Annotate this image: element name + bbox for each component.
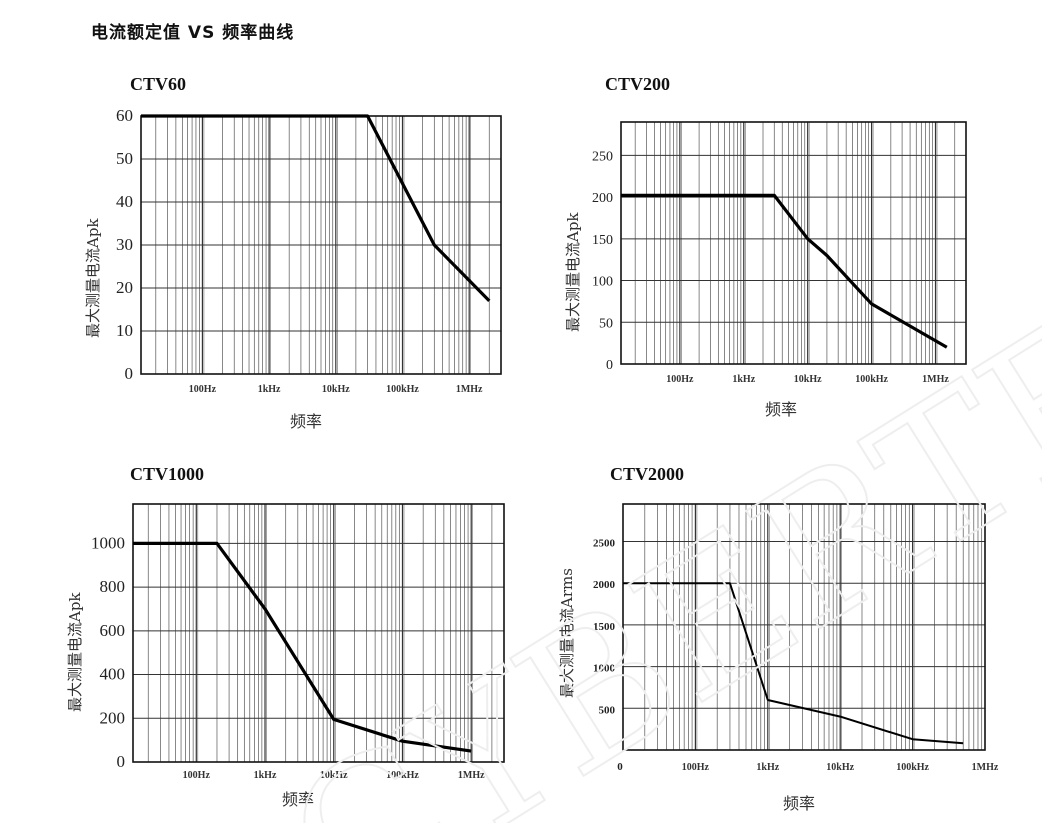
x-tick-label: 100kHz [386, 770, 419, 781]
y-tick-label: 40 [116, 192, 133, 211]
series-line [621, 193, 948, 349]
x-tick-label: 100kHz [896, 762, 929, 773]
grid [133, 504, 504, 762]
plot-frame [622, 503, 986, 751]
x-tick-label: 100kHz [386, 384, 419, 395]
page-title: 电流额定值 VS 频率曲线 [91, 23, 295, 43]
chart-title: CTV2000 [610, 464, 685, 484]
x-tick-label: 1MHz [458, 770, 485, 781]
x-tick-label: 1MHz [922, 374, 949, 385]
chart-ctv200: CTV200 最大测量电流Apk 0 50 100 150 200 250 100Hz 1kH… [550, 70, 990, 430]
x-tick-label: 0 [617, 761, 623, 773]
y-tick-label: 500 [599, 704, 616, 716]
x-axis-label: 频率 [783, 794, 816, 813]
x-axis-label: 频率 [765, 400, 798, 419]
chart-ctv1000: CTV1000 最大测量电流Apk 0 200 400 600 800 1000 100Hz… [60, 460, 510, 815]
x-tick-label: 100kHz [855, 374, 888, 385]
grid [623, 504, 985, 750]
x-tick-label: 1kHz [254, 770, 277, 781]
y-tick-label: 20 [116, 278, 133, 297]
x-tick-label: 1kHz [258, 384, 281, 395]
plot-area: 0 50 100 150 200 250 100Hz 1kHz 10kHz 100kHz 1MHz [592, 121, 967, 385]
plot-frame [132, 503, 505, 763]
x-tick-label: 10kHz [320, 770, 348, 781]
y-tick-label: 1500 [593, 621, 616, 633]
x-tick-label: 10kHz [322, 384, 350, 395]
y-tick-label: 200 [100, 708, 126, 727]
chart-ctv60: CTV60 最大测量电流Apk 0 10 20 30 40 50 60 100Hz 1kHz 10… [60, 70, 530, 440]
y-tick-label: 800 [100, 577, 126, 596]
y-tick-label: 100 [592, 275, 613, 290]
plot-area: 0 10 20 30 40 50 60 100Hz 1kHz 10kHz 100kHz 1MHz [116, 106, 502, 395]
y-tick-label: 2000 [593, 579, 616, 591]
x-tick-label: 100Hz [189, 384, 217, 395]
y-tick-label: 1000 [91, 533, 125, 552]
y-tick-label: 60 [116, 106, 133, 125]
y-tick-label: 150 [592, 233, 613, 248]
x-axis-label: 频率 [290, 412, 323, 431]
y-tick-label: 1000 [593, 663, 616, 675]
chart-title: CTV1000 [130, 464, 205, 484]
y-tick-label: 250 [592, 149, 613, 164]
x-tick-label: 1kHz [732, 374, 755, 385]
series-line [141, 114, 491, 303]
y-tick-label: 0 [606, 358, 613, 373]
x-tick-label: 100Hz [183, 770, 211, 781]
series-line [623, 582, 964, 745]
y-tick-label: 2500 [593, 538, 616, 550]
x-tick-label: 10kHz [826, 762, 854, 773]
grid [141, 115, 501, 374]
x-tick-label: 100Hz [666, 374, 694, 385]
y-tick-label: 50 [116, 149, 133, 168]
y-tick-label: 400 [100, 665, 126, 684]
series-line [133, 541, 472, 753]
x-tick-label: 10kHz [794, 374, 822, 385]
x-tick-label: 1kHz [756, 762, 779, 773]
grid [621, 122, 966, 364]
chart-ctv2000: CTV2000 最大测量电流Arms 500 1000 1500 2000 2500 10… [550, 460, 1010, 815]
x-tick-label: 1MHz [972, 762, 999, 773]
chart-title: CTV200 [605, 74, 671, 94]
x-tick-label: 100Hz [682, 762, 710, 773]
plot-area: 500 1000 1500 2000 2500 100Hz 1kHz 10kHz 100kHz 1… [593, 503, 999, 773]
y-tick-label: 600 [100, 621, 126, 640]
y-tick-label: 0 [125, 364, 134, 383]
y-tick-label: 10 [116, 321, 133, 340]
plot-frame [620, 121, 967, 365]
y-tick-label: 30 [116, 235, 133, 254]
y-tick-label: 50 [599, 316, 613, 331]
y-tick-label: 0 [117, 752, 126, 771]
y-tick-label: 200 [592, 191, 613, 206]
chart-title: CTV60 [130, 74, 187, 94]
x-tick-label: 1MHz [456, 384, 483, 395]
x-axis-label: 频率 [282, 790, 315, 809]
plot-area: 0 200 400 600 800 1000 100Hz 1kHz 10kHz 100kHz 1MH… [91, 503, 505, 781]
